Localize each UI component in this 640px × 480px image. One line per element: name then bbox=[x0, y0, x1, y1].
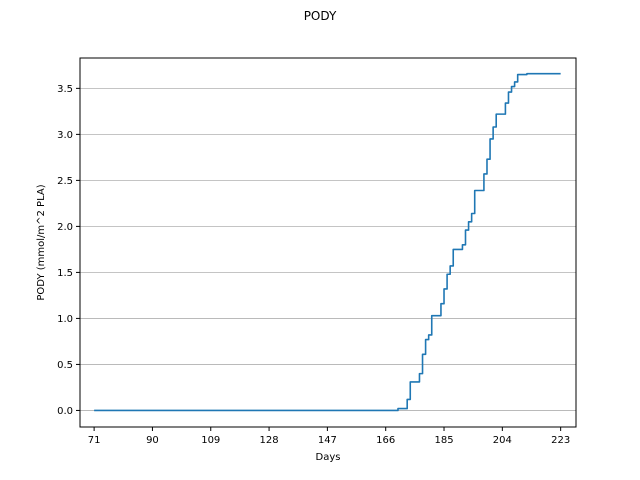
y-axis-label: PODY (mmol/m^2 PLA) bbox=[36, 184, 47, 300]
y-tick-label-0: 0.0 bbox=[57, 406, 73, 417]
chart-title: PODY bbox=[304, 9, 337, 23]
x-tick-label-1: 90 bbox=[146, 435, 159, 446]
y-axis-ticks: 0.0 0.5 1.0 1.5 2.0 2.5 3.0 3.5 bbox=[57, 84, 80, 417]
x-tick-label-7: 204 bbox=[493, 435, 512, 446]
plot-area bbox=[79, 57, 577, 428]
x-axis-ticks: 71 90 109 128 147 166 185 204 223 bbox=[88, 427, 570, 446]
x-tick-label-6: 185 bbox=[434, 435, 453, 446]
y-tick-label-2: 1.0 bbox=[57, 314, 73, 325]
y-tick-label-5: 2.5 bbox=[57, 176, 73, 187]
y-tick-label-6: 3.0 bbox=[57, 130, 73, 141]
grid-lines bbox=[80, 87, 576, 411]
series-layer bbox=[94, 72, 561, 412]
x-axis-label: Days bbox=[316, 452, 341, 463]
x-tick-label-4: 147 bbox=[318, 435, 337, 446]
y-tick-label-4: 2.0 bbox=[57, 222, 73, 233]
series-line-0 bbox=[94, 72, 561, 412]
x-tick-label-8: 223 bbox=[551, 435, 570, 446]
y-tick-label-3: 1.5 bbox=[57, 268, 73, 279]
x-tick-label-3: 128 bbox=[260, 435, 279, 446]
x-tick-label-0: 71 bbox=[88, 435, 101, 446]
x-tick-label-5: 166 bbox=[376, 435, 395, 446]
y-tick-label-7: 3.5 bbox=[57, 84, 73, 95]
x-tick-label-2: 109 bbox=[201, 435, 220, 446]
y-tick-label-1: 0.5 bbox=[57, 360, 73, 371]
